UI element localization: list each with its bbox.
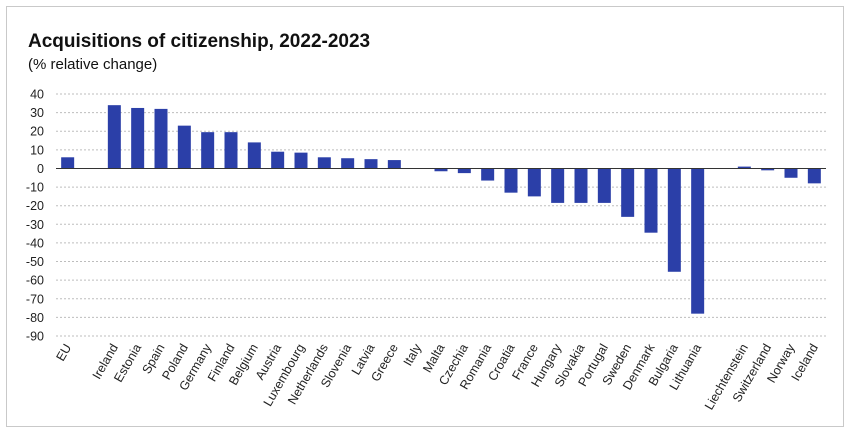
bar-france bbox=[527, 168, 541, 197]
bar-romania bbox=[481, 168, 495, 181]
bar-switzerland bbox=[761, 168, 775, 171]
bar-finland bbox=[224, 132, 238, 169]
bar-slovakia bbox=[574, 168, 588, 203]
bar-germany bbox=[201, 132, 215, 169]
bar-iceland bbox=[807, 168, 821, 184]
y-tick-label: 40 bbox=[30, 88, 44, 102]
y-tick-label: 10 bbox=[30, 143, 44, 157]
bar-bulgaria bbox=[667, 168, 681, 272]
y-tick-label: -20 bbox=[26, 199, 44, 213]
y-tick-label: -60 bbox=[26, 274, 44, 288]
chart-title: Acquisitions of citizenship, 2022-2023 bbox=[28, 31, 371, 52]
bar-belgium bbox=[247, 142, 261, 169]
bar-eu bbox=[61, 157, 75, 169]
x-tick-label-italy: Italy bbox=[401, 341, 425, 369]
bar-spain bbox=[154, 108, 168, 169]
bar-slovenia bbox=[341, 158, 355, 169]
bar-greece bbox=[387, 160, 401, 169]
y-tick-label: -10 bbox=[26, 181, 44, 195]
bar-malta bbox=[434, 168, 448, 172]
gridlines bbox=[56, 93, 826, 337]
bar-hungary bbox=[551, 168, 565, 203]
y-tick-label: -40 bbox=[26, 236, 44, 250]
chart-subtitle: (% relative change) bbox=[28, 56, 158, 73]
bar-lithuania bbox=[691, 168, 705, 314]
bar-austria bbox=[271, 151, 285, 169]
x-axis-labels: EU IrelandEstoniaSpainPolandGermanyFinlan… bbox=[53, 341, 821, 412]
bar-czechia bbox=[457, 168, 471, 174]
y-axis: 40 30 20 10 0 -10 -20 -30 -40 -50 -60 -70 -80 -90 bbox=[26, 88, 44, 344]
y-tick-label: -80 bbox=[26, 311, 44, 325]
bar-poland bbox=[177, 125, 191, 169]
y-tick-label: -30 bbox=[26, 218, 44, 232]
bar-ireland bbox=[107, 105, 121, 169]
bar-denmark bbox=[644, 168, 658, 233]
chart-frame bbox=[6, 6, 844, 427]
bars bbox=[61, 105, 821, 314]
bar-portugal bbox=[597, 168, 611, 203]
bar-netherlands bbox=[317, 157, 331, 169]
bar-latvia bbox=[364, 159, 378, 169]
y-tick-label: -70 bbox=[26, 292, 44, 306]
y-tick-label: -90 bbox=[26, 330, 44, 344]
bar-croatia bbox=[504, 168, 518, 193]
y-tick-label: -50 bbox=[26, 255, 44, 269]
bar-norway bbox=[784, 168, 798, 178]
bar-sweden bbox=[621, 168, 635, 217]
y-tick-label: 0 bbox=[37, 162, 44, 176]
bar-luxembourg bbox=[294, 152, 308, 169]
y-tick-label: 20 bbox=[30, 125, 44, 139]
y-tick-label: 30 bbox=[30, 106, 44, 120]
bar-liechtenstein bbox=[737, 166, 751, 169]
bar-estonia bbox=[131, 107, 145, 169]
x-tick-label-eu: EU bbox=[53, 342, 74, 364]
